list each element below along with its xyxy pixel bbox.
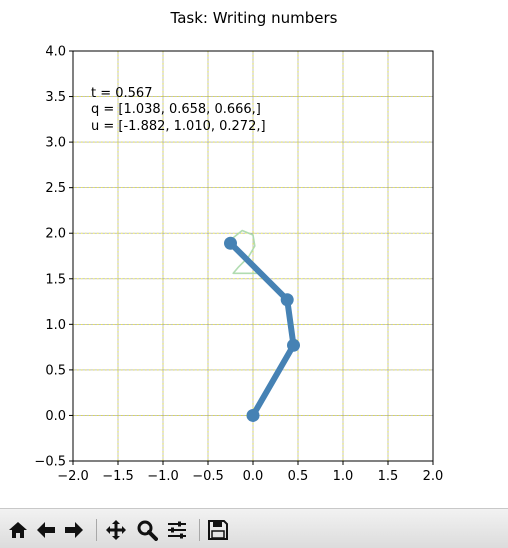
y-tick-label: 1.0: [45, 318, 66, 333]
y-tick-label: −0.5: [34, 455, 66, 470]
arrow-left-icon: [37, 522, 55, 538]
axes[interactable]: −2.0 −1.5 −1.0 −0.5 0.0 0.5 1.0 1.5 2.0 −0.5 0.0 0…: [34, 45, 443, 485]
home-button[interactable]: [5, 517, 31, 543]
y-tick-label: 1.5: [45, 272, 66, 287]
y-tick-label: 2.0: [45, 227, 66, 242]
x-tick-label: 1.0: [333, 469, 354, 484]
x-tick-label: −1.0: [147, 469, 179, 484]
chart-title: Task: Writing numbers: [170, 9, 338, 27]
y-tick-label: 3.0: [45, 136, 66, 151]
toolbar-separator: [96, 519, 97, 541]
arm-joint-1: [287, 338, 300, 352]
pan-button[interactable]: [103, 517, 129, 543]
y-tick-label: 3.5: [45, 90, 66, 105]
annotation-u: u = [-1.882, 1.010, 0.272,]: [91, 119, 266, 134]
sliders-icon: [168, 521, 186, 539]
toolbar-separator: [199, 519, 200, 541]
arm-joint-2: [280, 293, 294, 307]
x-tick-label: 2.0: [423, 469, 444, 484]
save-button[interactable]: [205, 517, 231, 543]
x-tick-label: −1.5: [102, 469, 134, 484]
x-tick-label: 0.5: [288, 469, 309, 484]
target-digit-stroke: [232, 229, 263, 275]
move-icon: [106, 520, 126, 540]
back-button[interactable]: [33, 517, 59, 543]
navigation-toolbar: [0, 508, 508, 548]
magnifier-icon: [137, 520, 158, 541]
y-tick-label: 2.5: [45, 181, 66, 196]
x-axis: −2.0 −1.5 −1.0 −0.5 0.0 0.5 1.0 1.5 2.0: [57, 461, 443, 484]
arm-joint-0: [246, 408, 260, 422]
figure: Task: Writing numbers −2.0 −1.5 −1.0 −0.5 0.…: [34, 9, 443, 485]
annotation-q: q = [1.038, 0.658, 0.666,]: [91, 102, 261, 117]
arm-joint-3: [224, 236, 237, 250]
configure-subplots-button[interactable]: [164, 517, 190, 543]
zoom-button[interactable]: [134, 517, 160, 543]
annotation-t: t = 0.567: [91, 86, 152, 101]
forward-button[interactable]: [61, 517, 87, 543]
x-tick-label: −2.0: [57, 469, 89, 484]
arm-links: [227, 240, 297, 419]
x-tick-label: 0.0: [243, 469, 264, 484]
y-tick-label: 0.5: [45, 363, 66, 378]
arm: [224, 236, 300, 422]
y-tick-label: 0.0: [45, 409, 66, 424]
arrow-right-icon: [65, 522, 83, 538]
floppy-disk-icon: [208, 520, 228, 540]
home-icon: [9, 522, 27, 538]
x-tick-label: 1.5: [378, 469, 399, 484]
y-tick-label: 4.0: [45, 45, 66, 60]
target-digit: [232, 229, 263, 275]
y-axis: −0.5 0.0 0.5 1.0 1.5 2.0 2.5 3.0 3.5 4.0: [34, 45, 73, 470]
x-tick-label: −0.5: [192, 469, 224, 484]
